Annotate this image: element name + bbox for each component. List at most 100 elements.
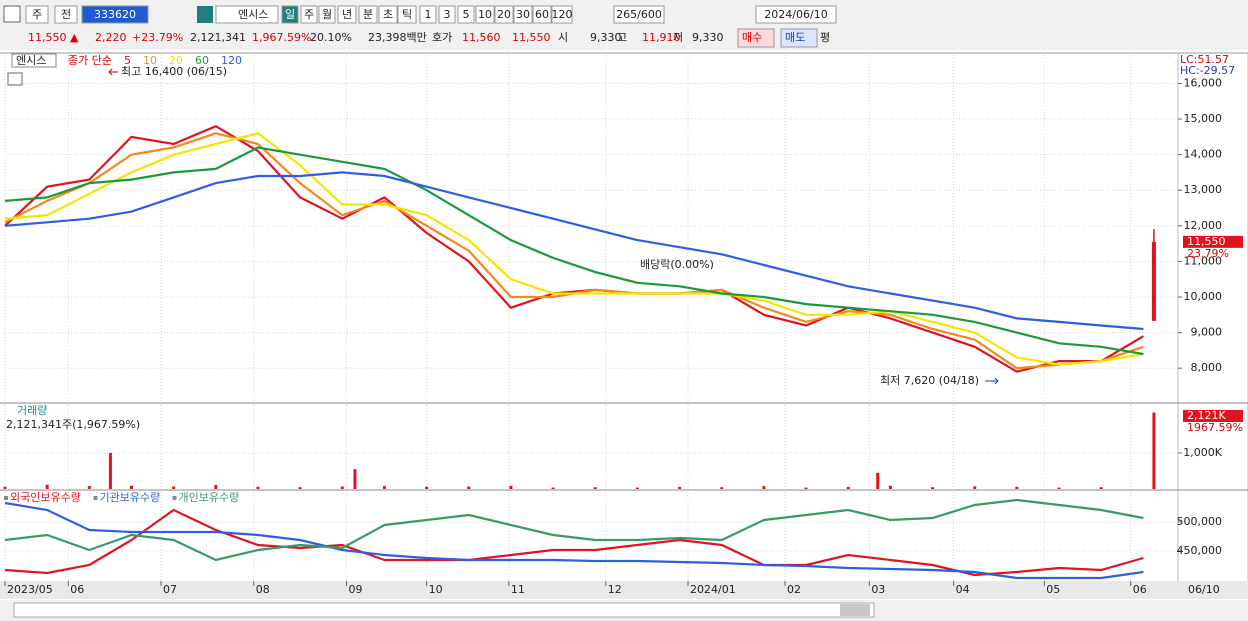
chart-bg	[0, 50, 1248, 621]
trade-button[interactable]	[780, 28, 818, 48]
toolbar-label[interactable]: 엔시스	[238, 8, 268, 21]
toolbar-button[interactable]	[494, 5, 514, 24]
toolbar-label[interactable]: 일	[285, 7, 295, 21]
toolbar-button[interactable]	[215, 5, 279, 24]
series-line	[4, 498, 1144, 562]
scroll-thumb[interactable]	[840, 604, 870, 616]
x-tick-label: 11	[511, 583, 525, 596]
right-top: HC:-29.57	[1180, 64, 1235, 77]
toolbar-button[interactable]	[438, 5, 456, 24]
trade-button[interactable]	[737, 28, 775, 48]
legend-item: 20	[169, 54, 183, 67]
legend-swatch	[93, 496, 98, 500]
volume-bar	[973, 486, 977, 489]
volume-bar	[298, 487, 302, 489]
name-box[interactable]	[11, 53, 57, 68]
series-line	[4, 132, 1144, 366]
scroll-track[interactable]	[13, 602, 875, 618]
toolbar-label[interactable]: 월	[322, 8, 332, 21]
quote-text: 고	[617, 31, 627, 44]
quote-text: 1,967.59%	[252, 31, 311, 44]
toolbar-label[interactable]: 2024/06/10	[764, 8, 827, 21]
toolbar-label[interactable]: 5	[463, 8, 470, 21]
toolbar-button[interactable]	[513, 5, 533, 24]
panel-info: 2,121,341주(1,967.59%)	[6, 418, 140, 431]
quote-text[interactable]: 매도	[785, 31, 805, 44]
legend-item: 개인보유수량	[179, 491, 240, 504]
panel-title: 거래량	[17, 404, 47, 417]
x-tick-label: 2024/01	[690, 583, 736, 596]
toolbar-button[interactable]	[337, 5, 357, 24]
volume-bar	[425, 486, 429, 489]
toolbar-label[interactable]: 120	[552, 8, 573, 21]
quote-text[interactable]: 평	[820, 31, 830, 44]
quote-text: 9,330	[590, 31, 622, 44]
code-badge	[197, 6, 213, 23]
quote-text: 11,550 ▲	[28, 31, 79, 44]
toolbar-label[interactable]: 265/600	[616, 8, 662, 21]
toolbar-label[interactable]: 333620	[94, 8, 136, 21]
x-tick-label: 06	[70, 583, 84, 596]
toolbar-button[interactable]	[397, 5, 417, 24]
quote-text: 11,550	[512, 31, 551, 44]
annotation: 최저 7,620 (04/18)	[880, 374, 979, 387]
quote-text: 23,398백만	[368, 31, 427, 44]
series-line	[4, 171, 1144, 331]
quote-text: +23.79%	[132, 31, 183, 44]
toolbar-label[interactable]: 초	[383, 8, 393, 21]
toolbar-label[interactable]: 년	[342, 8, 352, 21]
toolbar-button[interactable]	[457, 5, 475, 24]
toolbar-button[interactable]	[281, 5, 299, 24]
x-tick-label: 06	[1133, 583, 1147, 596]
toolbar-button[interactable]	[378, 5, 398, 24]
toolbar-label[interactable]: 20	[497, 8, 511, 21]
volume-bar	[467, 486, 471, 489]
volume-bar	[876, 472, 880, 489]
toolbar-label[interactable]: 틱	[402, 8, 412, 21]
quote-text: 2,121,341	[190, 31, 246, 44]
toolbar-button[interactable]	[419, 5, 437, 24]
volume-bar	[1152, 412, 1156, 489]
legend-item: 5	[124, 54, 131, 67]
quote-text: 호가	[432, 31, 452, 44]
y-tick-label: 8,000	[1191, 361, 1223, 374]
toolbar-button[interactable]	[532, 5, 552, 24]
y-tick-label: 450,000	[1177, 544, 1223, 557]
toolbar-label[interactable]: 분	[363, 8, 373, 21]
toolbar-label[interactable]: 1	[425, 8, 432, 21]
quote-text: 저	[673, 31, 683, 44]
table-icon[interactable]	[7, 72, 23, 86]
toolbar-button[interactable]	[54, 5, 78, 24]
volume-bar	[129, 485, 133, 489]
toolbar-button[interactable]	[300, 5, 318, 24]
volume-label: 1967.59%	[1187, 421, 1243, 434]
toolbar-label[interactable]: 전	[61, 8, 71, 21]
toolbar-label[interactable]: 60	[535, 8, 549, 21]
quote-text[interactable]: 매수	[742, 31, 762, 44]
quote-text: 2,220	[95, 31, 127, 44]
legend-item: 기관보유수량	[100, 491, 161, 504]
volume-bar	[353, 469, 357, 489]
price-label: 11,550	[1187, 235, 1226, 248]
toolbar-label[interactable]: 3	[444, 8, 451, 21]
toolbar-icon[interactable]	[3, 5, 21, 23]
toolbar-button[interactable]	[318, 5, 336, 24]
volume-bar	[678, 486, 682, 489]
toolbar-button[interactable]	[475, 5, 495, 24]
toolbar-button[interactable]	[551, 5, 573, 24]
toolbar-label[interactable]: 주	[32, 8, 42, 21]
quote-text: 시	[558, 31, 568, 44]
toolbar-label[interactable]: 10	[478, 8, 492, 21]
right-top: LC:51.57	[1180, 53, 1229, 66]
toolbar-label[interactable]: 30	[516, 8, 530, 21]
x-tick-label: 09	[349, 583, 363, 596]
toolbar-label[interactable]: 주	[304, 8, 314, 21]
toolbar-button[interactable]	[755, 5, 837, 24]
toolbar-button[interactable]	[358, 5, 378, 24]
x-tick-label: 08	[256, 583, 270, 596]
annotation: 배당락(0.00%)	[640, 258, 714, 271]
legend-swatch	[4, 496, 8, 500]
toolbar-button[interactable]	[613, 5, 665, 24]
toolbar-button[interactable]	[81, 5, 149, 24]
toolbar-button[interactable]	[25, 5, 49, 24]
